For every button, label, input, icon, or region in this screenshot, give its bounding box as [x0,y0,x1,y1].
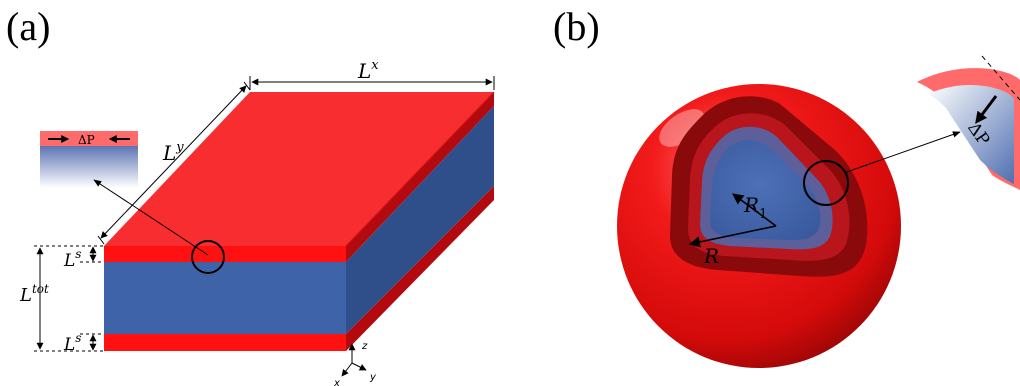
svg-text:Ls: Ls [63,331,81,355]
core-layer [104,262,346,334]
inset-b-pointer [843,131,961,174]
svg-text:Lx: Lx [357,58,379,83]
ltot-superscript: tot [32,282,49,296]
svg-text:Ly: Ly [162,140,184,165]
inset-a-circle [191,240,225,274]
core-region [710,139,821,240]
panel-b-label: (b) [553,4,600,49]
slab-side-face [346,92,494,351]
bottom-shell-layer [104,334,346,351]
inset-b: ΔP [803,55,1020,206]
ls-top-symbol: L [63,251,75,271]
inset-a-label: ΔP [78,133,95,147]
ls-bottom-superscript: s [75,331,81,345]
panel-a: (a) Lx Ly [6,4,495,386]
svg-text:Ltot: Ltot [19,282,49,306]
svg-text:Ls: Ls [63,247,81,271]
top-shell-layer [104,246,346,262]
slab-front-face [104,246,346,351]
panel-a-label: (a) [6,4,50,49]
lx-superscript: x [371,58,379,73]
ltot-symbol: L [19,285,32,306]
axis-z-label: z [361,341,368,352]
dimension-lx: Lx [249,58,495,90]
ly-superscript: y [175,140,184,155]
svg-text:R1: R1 [743,193,767,222]
inset-b-circle [803,160,849,206]
dimension-ly: Ly [97,81,251,245]
radius-vectors: R1 R [688,193,777,268]
r1-subscript: 1 [759,207,767,222]
inset-a: ΔP [40,131,225,274]
lx-symbol: L [357,59,371,83]
dimension-thickness: Ltot Ls Ls [19,245,104,355]
r1-symbol: R [743,193,759,217]
inset-a-pointer [93,179,209,256]
axis-x-label: x [333,378,340,386]
ls-bottom-symbol: L [63,335,75,355]
axis-y-label: y [369,372,377,383]
panel-b: (b) R1 R ΔP [553,4,1020,368]
r-symbol: R [703,244,719,268]
coordinate-axes: z x y [333,341,377,386]
ly-symbol: L [162,141,176,165]
sphere [617,84,901,368]
ls-top-superscript: s [75,247,81,261]
